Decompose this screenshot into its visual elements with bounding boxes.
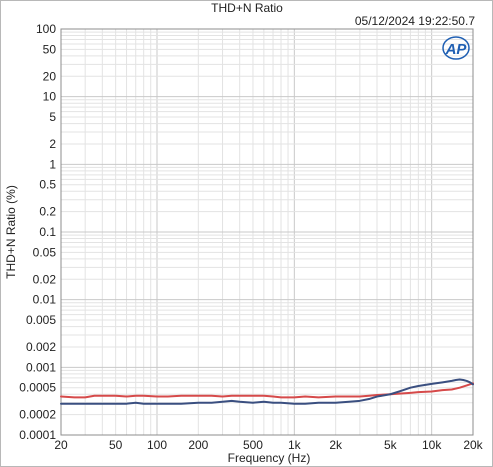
y-tick-label: 50 <box>43 42 57 56</box>
y-tick-label: 1 <box>49 157 56 171</box>
y-tick-label: 100 <box>36 22 56 36</box>
x-tick-label: 2k <box>329 438 343 452</box>
series-line-1 <box>60 382 474 399</box>
y-tick-label: 20 <box>43 69 57 83</box>
series-line-2 <box>60 378 474 405</box>
x-tick-label: 20 <box>54 438 68 452</box>
y-tick-label: 0.002 <box>26 340 56 354</box>
y-tick-labels: 100 50 20 10 5 2 1 0.5 0.2 0.1 0.05 0.02 0.01 0.005 0.… <box>19 22 56 442</box>
y-tick-label: 0.5 <box>39 178 56 192</box>
plot-border <box>60 28 474 436</box>
series-layer <box>60 378 474 405</box>
x-tick-label: 20k <box>463 438 483 452</box>
y-tick-label: 0.05 <box>33 245 57 259</box>
timestamp: 05/12/2024 19:22:50.7 <box>355 14 475 28</box>
y-tick-label: 0.001 <box>26 360 56 374</box>
y-tick-label: 0.1 <box>39 225 56 239</box>
x-tick-label: 5k <box>384 438 398 452</box>
x-tick-label: 10k <box>422 438 442 452</box>
x-tick-label: 500 <box>243 438 263 452</box>
chart-title: THD+N Ratio <box>211 1 283 15</box>
y-tick-label: 0.01 <box>33 293 57 307</box>
y-tick-label: 10 <box>43 90 57 104</box>
y-tick-label: 0.0002 <box>19 408 56 422</box>
y-tick-label: 0.2 <box>39 205 56 219</box>
x-tick-label: 200 <box>188 438 208 452</box>
y-axis-title: THD+N Ratio (%) <box>4 185 18 279</box>
x-tick-label: 1k <box>288 438 302 452</box>
y-tick-label: 0.005 <box>26 313 56 327</box>
ap-logo: AP <box>442 36 470 60</box>
ap-logo-text: AP <box>445 41 468 58</box>
y-tick-label: 0.0005 <box>19 381 56 395</box>
y-tick-label: 5 <box>49 110 56 124</box>
grid <box>60 28 474 436</box>
y-tick-label: 0.0001 <box>19 428 56 442</box>
x-axis-title: Frequency (Hz) <box>228 451 311 465</box>
ap-logo-ring <box>442 36 470 60</box>
y-tick-label: 0.02 <box>33 272 57 286</box>
y-tick-label: 2 <box>49 137 56 151</box>
x-tick-label: 100 <box>147 438 167 452</box>
x-tick-labels: 20 50 100 200 500 1k 2k 5k 10k 20k <box>54 438 483 452</box>
x-tick-label: 50 <box>109 438 123 452</box>
